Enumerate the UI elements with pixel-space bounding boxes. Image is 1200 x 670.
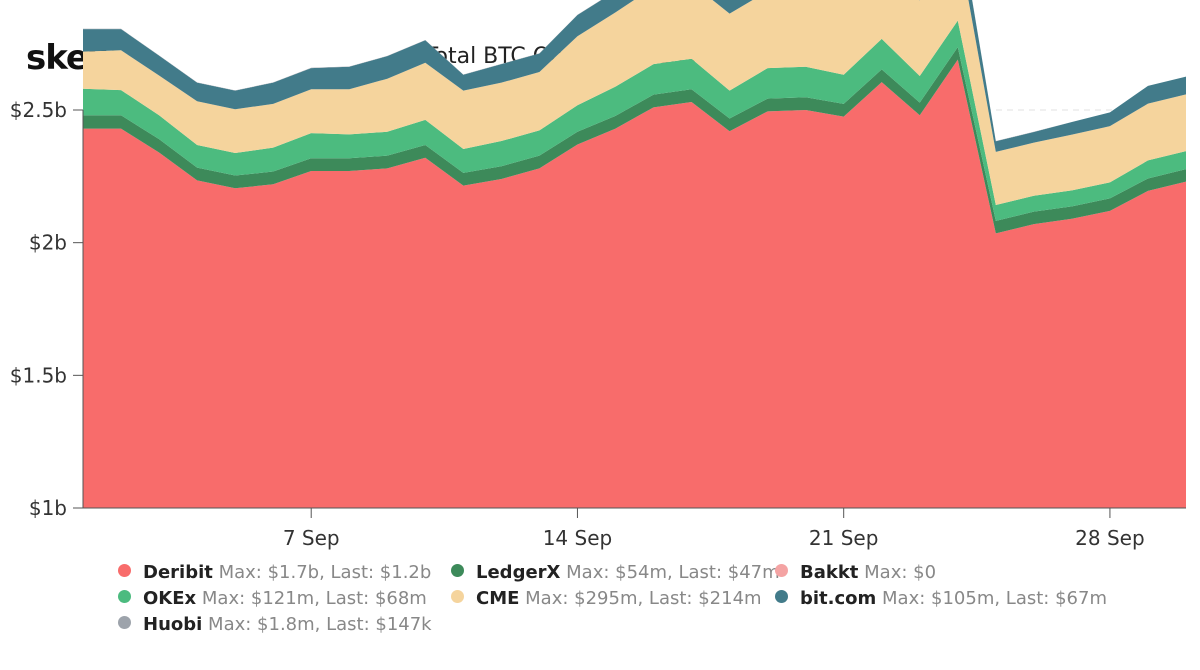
legend-color-dot bbox=[451, 590, 464, 603]
legend-item[interactable]: CME Max: $295m, Last: $214m bbox=[451, 588, 762, 609]
legend-series-stats: Max: $105m, Last: $67m bbox=[876, 588, 1107, 609]
legend-series-name: Huobi bbox=[143, 614, 203, 635]
legend-series-stats: Max: $1.8m, Last: $147k bbox=[202, 614, 432, 635]
x-tick-label: 14 Sep bbox=[543, 526, 613, 550]
area-okex bbox=[83, 20, 1186, 221]
axes: $1b $1.5b $2b $2.5b 7 Sep 14 Sep 21 Sep 28 Sep bbox=[10, 98, 1186, 550]
y-tick-label: $2b bbox=[29, 231, 67, 255]
y-tick-label: $2.5b bbox=[10, 98, 67, 122]
y-tick-label: $1b bbox=[29, 496, 67, 520]
legend-series-stats: Max: $295m, Last: $214m bbox=[519, 588, 762, 609]
legend-item[interactable]: LedgerX Max: $54m, Last: $47m bbox=[451, 562, 780, 583]
y-tick-label: $1.5b bbox=[10, 363, 67, 387]
stacked-area-chart: $1b $1.5b $2b $2.5b 7 Sep 14 Sep 21 Sep 28 Sep bbox=[10, 0, 1186, 550]
legend-item[interactable]: OKEx Max: $121m, Last: $68m bbox=[118, 588, 427, 609]
area-bit-com bbox=[83, 0, 1186, 152]
legend-series-stats: Max: $1.7b, Last: $1.2b bbox=[212, 562, 432, 583]
legend-color-dot bbox=[118, 590, 131, 603]
x-tick-label: 7 Sep bbox=[283, 526, 340, 550]
area-series bbox=[83, 0, 1186, 508]
legend-series-name: LedgerX bbox=[476, 562, 561, 583]
area-deribit bbox=[83, 59, 1186, 508]
legend-series-name: CME bbox=[476, 588, 520, 609]
legend-color-dot bbox=[775, 564, 788, 577]
legend-color-dot bbox=[775, 590, 788, 603]
legend-series-name: OKEx bbox=[143, 588, 197, 609]
legend-series-stats: Max: $54m, Last: $47m bbox=[560, 562, 780, 583]
legend-color-dot bbox=[451, 564, 464, 577]
legend-series-name: bit.com bbox=[800, 588, 877, 609]
legend-series-name: Bakkt bbox=[800, 562, 859, 583]
x-tick-label: 21 Sep bbox=[809, 526, 879, 550]
area-ledgerx bbox=[83, 47, 1186, 234]
legend-item[interactable]: Huobi Max: $1.8m, Last: $147k bbox=[118, 614, 432, 635]
area-cme bbox=[83, 0, 1186, 205]
legend-series-name: Deribit bbox=[143, 562, 213, 583]
legend-series-stats: Max: $121m, Last: $68m bbox=[196, 588, 427, 609]
x-tick-label: 28 Sep bbox=[1075, 526, 1145, 550]
legend-item[interactable]: Bakkt Max: $0 bbox=[775, 562, 936, 583]
legend-color-dot bbox=[118, 564, 131, 577]
legend-item[interactable]: bit.com Max: $105m, Last: $67m bbox=[775, 588, 1107, 609]
legend-color-dot bbox=[118, 616, 131, 629]
legend-item[interactable]: Deribit Max: $1.7b, Last: $1.2b bbox=[118, 562, 431, 583]
legend-series-stats: Max: $0 bbox=[858, 562, 937, 583]
